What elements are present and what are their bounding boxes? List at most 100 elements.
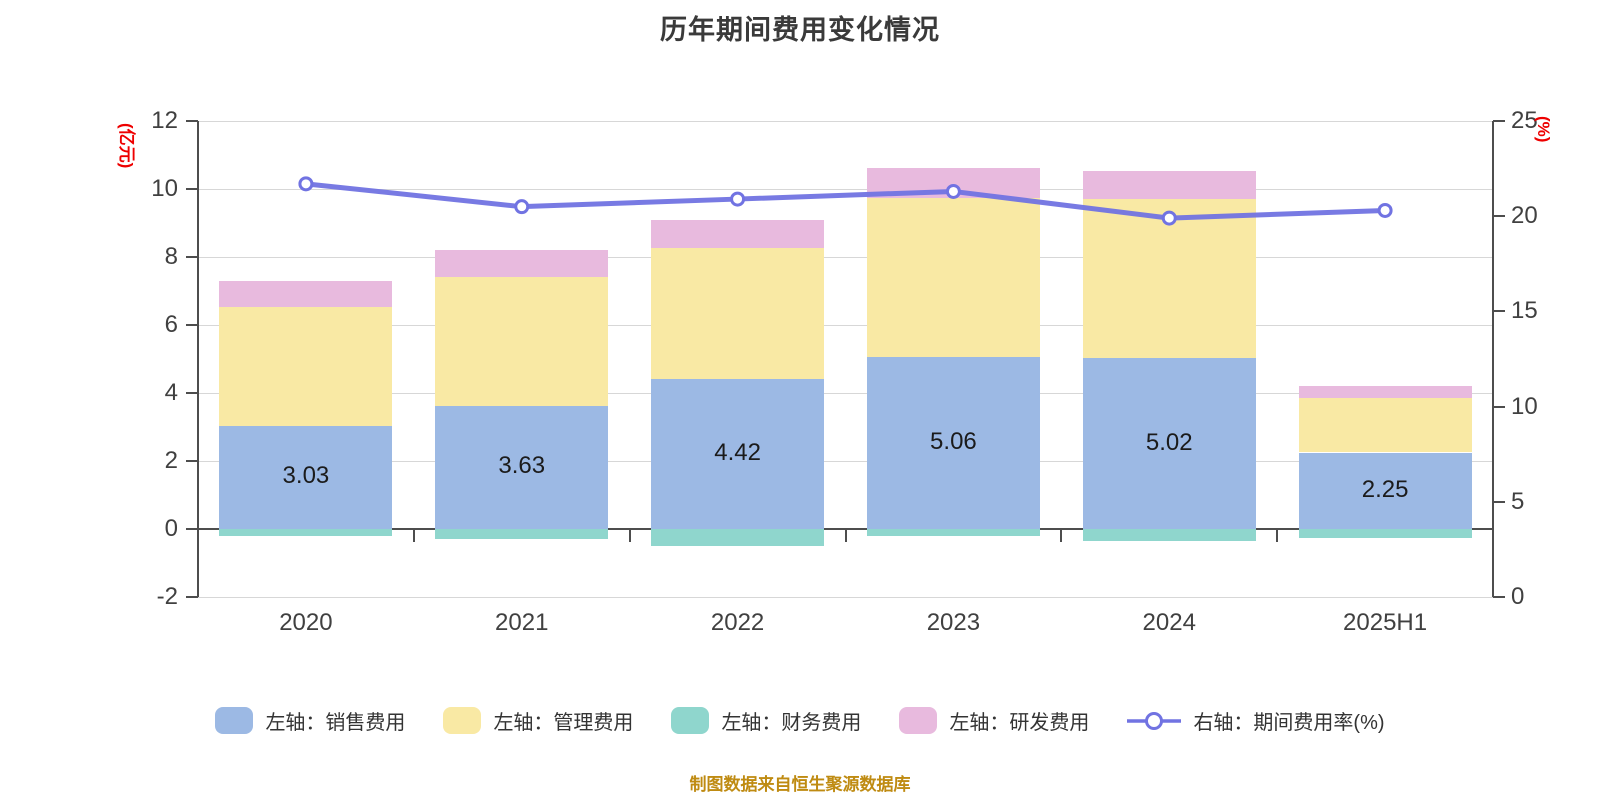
right-axis-tick-label: 25 <box>1511 107 1538 134</box>
bar-2025H1-management[interactable] <box>1298 397 1472 453</box>
right-axis-tick-20 <box>1493 215 1505 218</box>
legend-label: 左轴：管理费用 <box>493 712 634 734</box>
bar-2025H1-sales[interactable] <box>1298 452 1472 529</box>
x-axis-boundary-tick <box>1276 529 1279 542</box>
expense-ratio-line[interactable] <box>303 181 1388 221</box>
expense-ratio-line-layer <box>298 176 1393 226</box>
legend-swatch-finance <box>671 707 710 734</box>
x-axis-label-2024: 2024 <box>1142 609 1196 636</box>
legend-swatch-rnd <box>899 707 938 734</box>
bar-2020-management[interactable] <box>219 306 393 426</box>
bar-value-label-2020: 3.03 <box>282 462 330 490</box>
x-axis-boundary-tick <box>628 529 631 542</box>
left-axis-tick-6 <box>186 324 198 326</box>
right-axis-tick-10 <box>1493 405 1505 408</box>
expense-ratio-point-2020[interactable] <box>298 176 314 192</box>
legend-line-marker <box>1127 711 1182 730</box>
expense-ratio-point-2023[interactable] <box>945 183 961 199</box>
bar-2024-finance[interactable] <box>1082 529 1256 541</box>
left-axis-tick-0 <box>186 528 198 530</box>
left-axis-tick-label: 0 <box>164 515 178 542</box>
bar-2022-sales[interactable] <box>651 378 825 529</box>
legend-label: 左轴：销售费用 <box>265 712 406 734</box>
legend: 左轴：销售费用 左轴：管理费用 左轴：财务费用 左轴：研发费用 右轴：期间费用率(%) <box>0 706 1600 735</box>
legend-item-finance[interactable]: 左轴：财务费用 <box>671 706 861 735</box>
legend-item-sales[interactable]: 左轴：销售费用 <box>215 706 405 735</box>
right-y-axis-line <box>1492 121 1494 597</box>
x-axis-boundary-tick <box>844 529 847 542</box>
left-axis-tick--2 <box>186 596 198 598</box>
x-axis-label-2020: 2020 <box>279 609 333 636</box>
gridline-12 <box>198 120 1493 122</box>
bar-2021-finance[interactable] <box>435 529 609 539</box>
bar-2020-sales[interactable] <box>219 425 393 529</box>
bar-2021-sales[interactable] <box>435 405 609 529</box>
legend-swatch-management <box>443 707 482 734</box>
gridline--2 <box>198 596 1493 598</box>
x-axis-boundary-tick <box>1060 529 1063 542</box>
right-axis-tick-label: 15 <box>1511 297 1538 325</box>
bar-value-label-2022: 4.42 <box>714 438 761 466</box>
right-axis-tick-label: 0 <box>1511 583 1525 610</box>
bar-2023-finance[interactable] <box>866 529 1040 537</box>
bar-2020-finance[interactable] <box>219 529 393 537</box>
gridline-8 <box>198 256 1493 258</box>
right-axis-tick-0 <box>1493 596 1505 598</box>
x-axis-label-2021: 2021 <box>495 609 549 636</box>
bar-value-label-2024: 5.02 <box>1145 428 1193 456</box>
x-axis-boundary-tick <box>412 529 415 542</box>
right-axis-tick-label: 5 <box>1511 487 1525 515</box>
chart-title: 历年期间费用变化情况 <box>660 15 940 45</box>
x-axis-label-2023: 2023 <box>926 609 981 636</box>
expense-ratio-point-2022[interactable] <box>730 191 746 207</box>
right-axis-tick-label: 10 <box>1511 392 1538 420</box>
left-y-axis-line <box>197 121 199 597</box>
bar-2025H1-finance[interactable] <box>1298 529 1472 538</box>
left-axis-tick-10 <box>186 188 198 190</box>
bar-2021-rnd[interactable] <box>435 249 609 277</box>
expense-ratio-point-2021[interactable] <box>514 199 530 215</box>
right-axis-tick-5 <box>1493 500 1505 503</box>
bar-2024-rnd[interactable] <box>1082 170 1256 200</box>
right-axis-unit-label: (%) <box>1534 116 1553 143</box>
left-axis-tick-label: -2 <box>156 583 178 610</box>
bar-2023-management[interactable] <box>866 197 1040 357</box>
left-axis-tick-label: 4 <box>164 379 178 406</box>
right-axis-tick-25 <box>1493 120 1505 122</box>
bar-value-label-2021: 3.63 <box>498 452 546 480</box>
bar-2023-sales[interactable] <box>866 356 1040 529</box>
right-axis-tick-15 <box>1493 310 1505 313</box>
gridline-6 <box>198 324 1493 326</box>
left-axis-unit-label: (亿元) <box>117 123 136 169</box>
bar-2025H1-rnd[interactable] <box>1298 385 1472 398</box>
bar-2020-rnd[interactable] <box>219 280 393 307</box>
x-axis-boundary-tick <box>197 529 199 542</box>
bar-2022-management[interactable] <box>651 248 825 379</box>
data-source-note: 制图数据来自恒生聚源数据库 <box>689 775 911 794</box>
left-axis-tick-label: 12 <box>151 107 178 134</box>
left-axis-tick-12 <box>186 120 198 122</box>
x-axis-label-2022: 2022 <box>710 609 765 636</box>
bar-2024-sales[interactable] <box>1082 358 1256 529</box>
left-axis-tick-label: 2 <box>164 447 178 474</box>
plot-area: 12 10 8 6 4 2 0 -2 25 20 15 10 5 0 2020 2021 2022 2023 202… <box>151 107 1537 636</box>
bar-2022-finance[interactable] <box>651 529 825 546</box>
bar-value-label-2025H1: 2.25 <box>1361 475 1409 503</box>
bar-2021-management[interactable] <box>435 276 609 406</box>
legend-label: 右轴：期间费用率(%) <box>1193 712 1385 734</box>
legend-item-management[interactable]: 左轴：管理费用 <box>443 706 633 735</box>
gridline-10 <box>198 188 1493 190</box>
legend-item-rnd[interactable]: 左轴：研发费用 <box>899 706 1089 735</box>
left-axis-tick-label: 6 <box>164 311 178 338</box>
left-axis-tick-2 <box>186 460 198 462</box>
left-axis-tick-8 <box>186 256 198 258</box>
right-axis-tick-label: 20 <box>1511 202 1538 230</box>
left-axis-tick-label: 10 <box>151 175 178 202</box>
expense-ratio-point-2025H1[interactable] <box>1377 202 1393 218</box>
legend-item-ratio[interactable]: 右轴：期间费用率(%) <box>1127 706 1385 735</box>
x-axis-boundary-tick <box>1492 529 1494 542</box>
bar-value-label-2023: 5.06 <box>930 427 977 455</box>
expense-ratio-point-2024[interactable] <box>1161 210 1177 226</box>
bar-2024-management[interactable] <box>1082 199 1256 359</box>
bar-2022-rnd[interactable] <box>651 219 825 249</box>
